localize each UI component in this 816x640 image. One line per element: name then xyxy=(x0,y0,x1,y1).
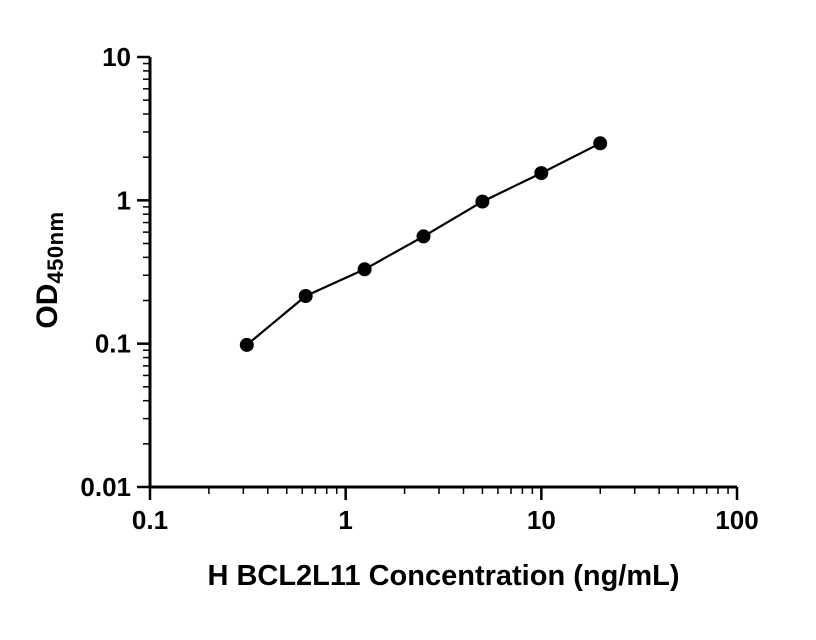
x-tick-label-2: 10 xyxy=(527,505,556,535)
y-axis-title: OD450nm xyxy=(31,211,68,329)
y-axis-label-subscript: 450nm xyxy=(43,211,68,284)
data-point-0 xyxy=(239,337,254,352)
x-tick-label-0: 0.1 xyxy=(132,505,168,535)
data-point-5 xyxy=(534,166,549,181)
x-tick-label-1: 1 xyxy=(338,505,352,535)
data-point-2 xyxy=(357,262,372,277)
axis-frame xyxy=(148,57,737,489)
y-axis-label-main: OD xyxy=(31,283,64,329)
data-point-6 xyxy=(593,136,608,151)
x-tick-label-3: 100 xyxy=(715,505,758,535)
y-tick-label-0: 0.01 xyxy=(80,472,131,502)
x-axis-title: H BCL2L11 Concentration (ng/mL) xyxy=(207,560,680,592)
data-point-1 xyxy=(298,289,313,303)
y-tick-label-3: 10 xyxy=(102,42,131,72)
data-point-4 xyxy=(475,194,490,209)
data-point-3 xyxy=(416,229,431,244)
y-tick-label-2: 1 xyxy=(117,185,131,215)
y-tick-label-1: 0.1 xyxy=(95,329,131,359)
